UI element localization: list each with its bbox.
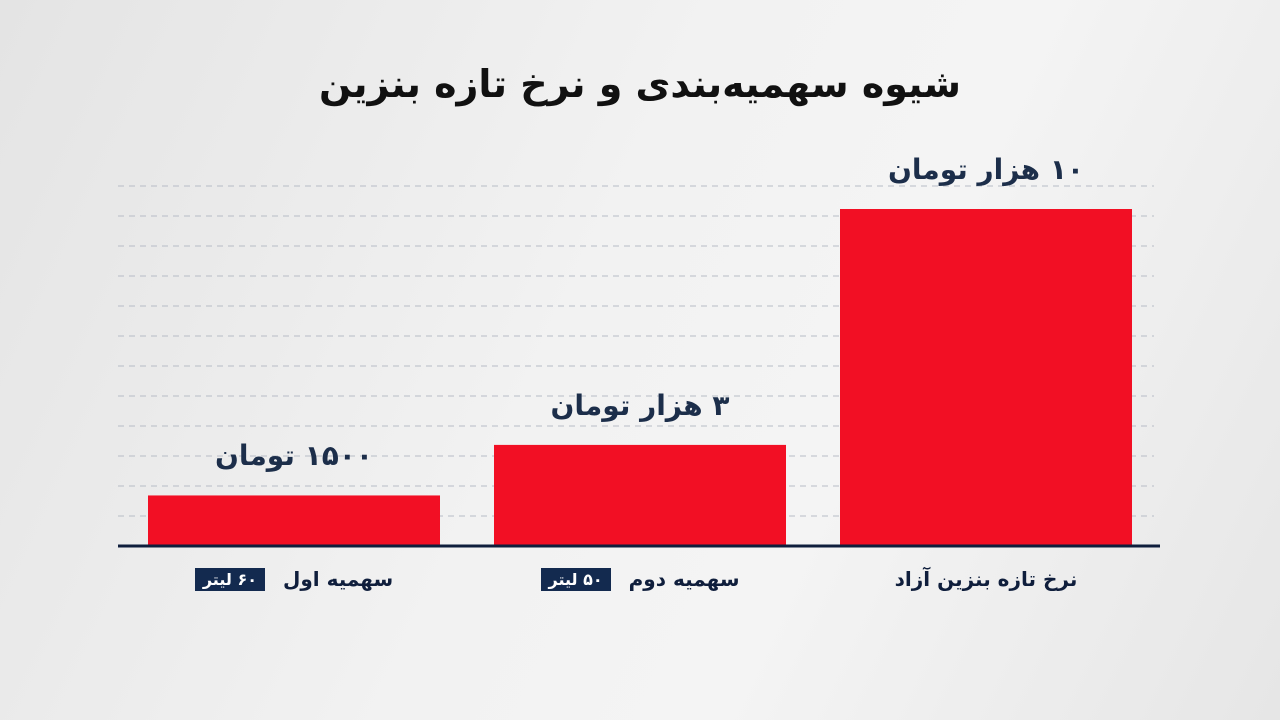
data-label-0: ۱۵۰۰ تومان: [215, 439, 373, 473]
chart-title: شیوه سهمیه‌بندی و نرخ تازه بنزین: [319, 62, 961, 106]
bar-2: [840, 209, 1132, 546]
category-label: سهمیه اول: [282, 567, 394, 591]
quota-badge: ۶۰ لیتر: [194, 567, 265, 591]
bar-1: [494, 444, 786, 546]
category-label: سهمیه دوم: [628, 567, 740, 591]
category-group-2: نرخ تازه بنزین آزاد: [840, 563, 1132, 595]
quota-badge: ۵۰ لیتر: [540, 567, 611, 591]
category-label: نرخ تازه بنزین آزاد: [894, 567, 1078, 591]
data-label-2: ۱۰ هزار تومان: [887, 153, 1085, 186]
data-label-1: ۳ هزار تومان: [550, 388, 730, 422]
category-group-1: سهمیه دوم ۵۰ لیتر: [494, 563, 786, 595]
category-group-0: سهمیه اول ۶۰ لیتر: [148, 563, 440, 595]
bars: [148, 209, 1132, 546]
bar-0: [148, 495, 440, 546]
